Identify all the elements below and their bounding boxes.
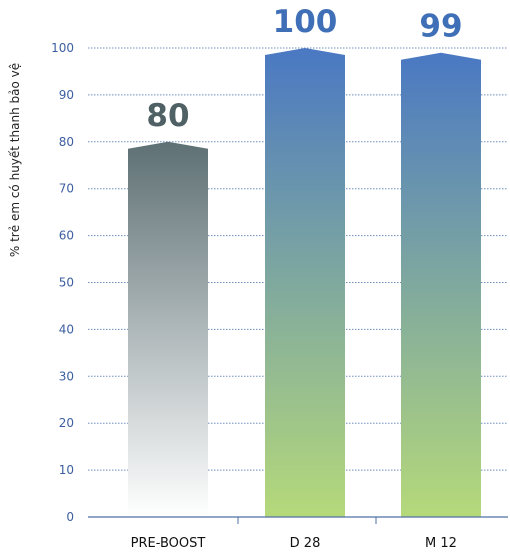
bars xyxy=(128,48,481,518)
bar-m-12 xyxy=(401,52,481,517)
y-axis-label: % trẻ em có huyết thanh bảo vệ xyxy=(8,63,22,257)
x-category-label: PRE-BOOST xyxy=(131,536,206,550)
y-tick-label: 60 xyxy=(59,229,74,243)
bar-d-28 xyxy=(265,48,345,517)
y-tick-label: 20 xyxy=(59,416,74,430)
x-category-label: M 12 xyxy=(425,536,457,550)
y-tick-label: 30 xyxy=(59,369,74,383)
data-label: 100 xyxy=(273,4,338,40)
y-tick-label: 10 xyxy=(59,463,74,477)
y-tick-label: 70 xyxy=(59,182,74,196)
y-tick-label: 0 xyxy=(66,510,74,524)
x-axis xyxy=(88,516,508,524)
x-category-label: D 28 xyxy=(290,536,321,550)
data-labels: 80 100 99 xyxy=(146,4,462,134)
y-tick-label: 50 xyxy=(59,276,74,290)
y-axis-ticks: 0 10 20 30 40 50 60 70 80 90 100 xyxy=(51,41,74,524)
y-tick-label: 40 xyxy=(59,322,74,336)
data-label: 80 xyxy=(146,98,189,134)
data-label: 99 xyxy=(419,9,462,45)
bar-pre-boost xyxy=(128,141,208,518)
y-tick-label: 100 xyxy=(51,41,74,55)
y-tick-label: 80 xyxy=(59,135,74,149)
y-tick-label: 90 xyxy=(59,88,74,102)
x-axis-categories: PRE-BOOST D 28 M 12 xyxy=(131,536,457,551)
